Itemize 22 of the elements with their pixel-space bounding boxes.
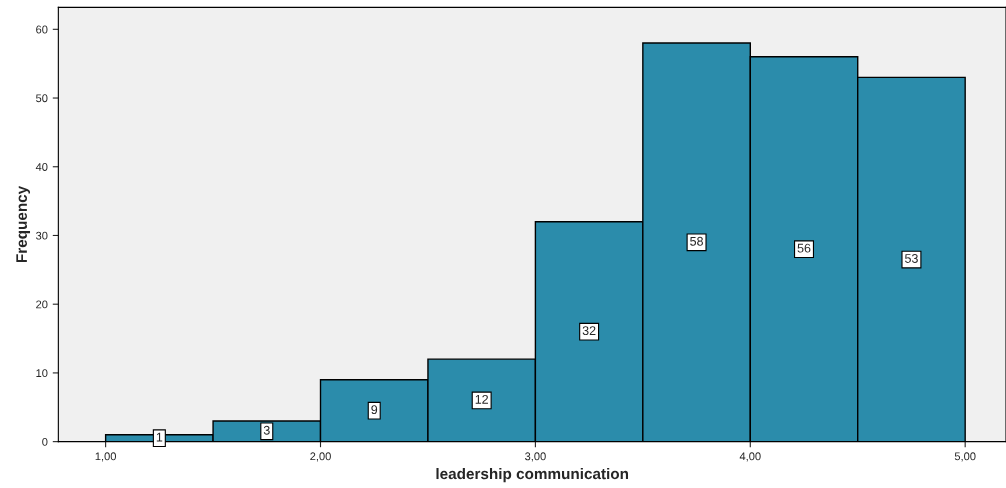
y-tick-label: 10: [36, 369, 48, 378]
y-axis-title: Frequency: [16, 185, 31, 263]
data-label: 56: [797, 243, 811, 253]
data-label: 3: [263, 425, 270, 435]
y-tick-label: 40: [35, 163, 48, 171]
y-tick-label: 30: [36, 231, 48, 240]
data-label: 9: [371, 405, 378, 415]
y-tick-label: 0: [42, 437, 48, 446]
x-axis-title: leadership communication: [436, 467, 629, 483]
x-tick-label: 5,00: [954, 452, 976, 462]
data-label: 32: [582, 326, 596, 336]
data-label: 58: [690, 236, 703, 246]
x-tick-label: 1,00: [95, 452, 116, 462]
data-label: 12: [475, 394, 488, 404]
data-label: 1: [156, 432, 163, 442]
y-tick-label: 20: [36, 300, 48, 309]
x-tick-label: 2,00: [310, 452, 331, 462]
y-tick-label: 50: [36, 94, 48, 103]
data-label: 53: [905, 254, 918, 263]
y-tick-label: 60: [36, 25, 48, 34]
x-tick-label: 3,00: [525, 452, 546, 462]
x-tick-label: 4,00: [739, 452, 761, 462]
